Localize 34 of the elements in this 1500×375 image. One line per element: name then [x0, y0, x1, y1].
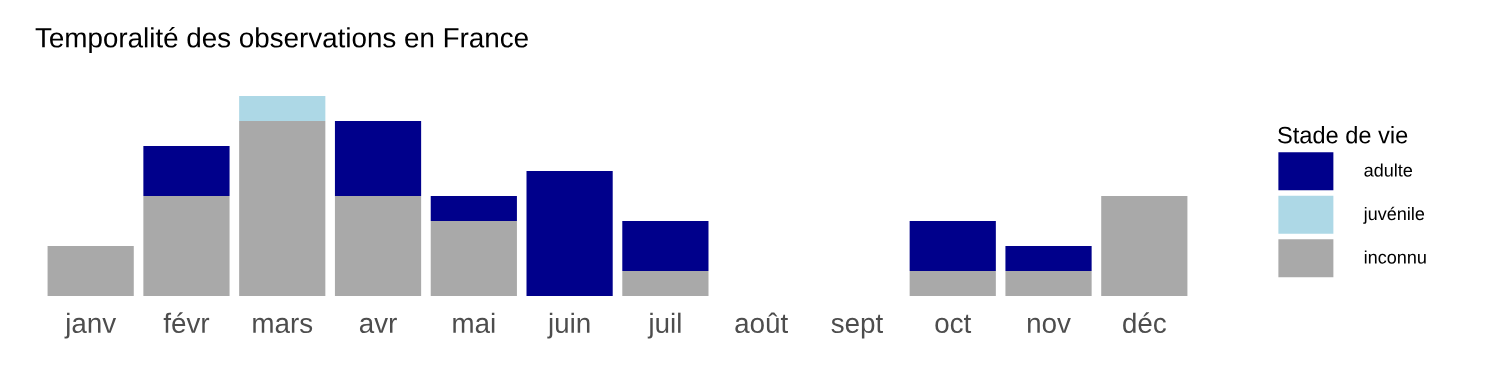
bar	[430, 196, 517, 221]
x-tick-label: mars	[253, 317, 313, 334]
legend-label: juvénile	[1363, 206, 1425, 224]
legend-title: Stade de vie	[1278, 126, 1408, 144]
x-tick-label: févr	[163, 312, 210, 334]
bar	[334, 121, 422, 196]
bar	[909, 271, 996, 296]
bar	[143, 196, 230, 296]
bar	[47, 246, 134, 296]
x-tick-label: nov	[1027, 317, 1071, 334]
x-tick-label: sept	[831, 314, 884, 339]
x-tick-label: déc	[1123, 312, 1166, 334]
bar	[526, 171, 613, 296]
legend-label: inconnu	[1364, 250, 1426, 264]
bar	[622, 221, 709, 271]
bar	[1101, 196, 1188, 296]
bar	[239, 96, 326, 121]
bar	[1005, 246, 1092, 271]
legend-label: adulte	[1364, 163, 1413, 177]
bar	[239, 121, 326, 296]
bar	[1005, 271, 1092, 296]
bar	[143, 146, 230, 196]
x-tick-label: août	[735, 312, 789, 334]
bar	[909, 221, 996, 271]
bar	[430, 221, 517, 296]
x-tick-label: avr	[359, 317, 397, 334]
bar	[334, 196, 422, 296]
chart-title: Temporalité des observations en France	[35, 26, 528, 54]
x-tick-label: juin	[547, 312, 590, 339]
x-tick-label: janv	[64, 312, 117, 339]
x-tick-label: mai	[453, 312, 495, 334]
x-tick-label: juil	[647, 312, 681, 339]
bar	[622, 271, 709, 296]
x-tick-label: oct	[935, 314, 972, 334]
